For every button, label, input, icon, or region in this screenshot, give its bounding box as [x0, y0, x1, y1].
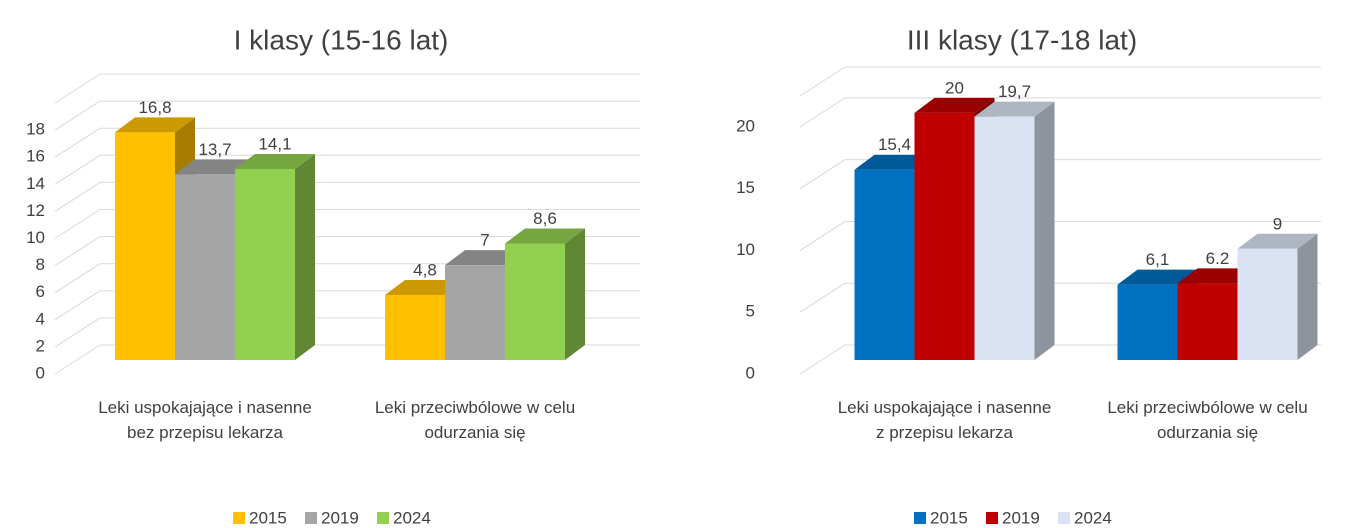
y-tick-label: 16	[26, 147, 45, 166]
bar	[505, 243, 565, 360]
y-tick-label: 20	[736, 116, 755, 135]
y-tick-label: 0	[36, 363, 45, 382]
y-tick-label: 10	[26, 228, 45, 247]
legend-label: 2024	[393, 508, 431, 527]
bar-top	[974, 101, 1055, 117]
grid-line	[54, 236, 101, 267]
data-label: 15,4	[878, 135, 911, 154]
data-label: 19,7	[998, 82, 1031, 101]
grid-line	[799, 221, 846, 251]
bar-top	[1117, 269, 1198, 285]
data-label: 13,7	[198, 140, 231, 159]
grid-line	[799, 159, 846, 190]
bar	[1177, 283, 1238, 360]
grid-line	[54, 344, 101, 375]
chart-title: III klasy (17-18 lat)	[907, 24, 1137, 55]
y-tick-label: 8	[36, 255, 45, 274]
bar	[385, 294, 445, 360]
y-tick-label: 10	[736, 240, 755, 259]
bar	[1117, 284, 1178, 360]
data-label: 4,8	[413, 260, 437, 279]
grid-line	[54, 100, 101, 131]
x-tick-label: Leki uspokajające i nasenne bez przepisu…	[98, 398, 312, 442]
x-tick-label: Leki przeciwbólowe w celu odurzania się	[374, 398, 576, 442]
bar-side	[295, 153, 315, 360]
data-label: 20	[945, 78, 964, 97]
chart-title: I klasy (15-16 lat)	[234, 24, 449, 55]
bar-side	[565, 228, 585, 360]
y-tick-label: 14	[26, 174, 45, 193]
bar	[974, 116, 1035, 361]
legend-label: 2015	[930, 508, 968, 527]
x-tick-label: Leki przeciwbólowe w celu odurzania się	[1107, 398, 1308, 442]
grid-line	[799, 282, 846, 313]
y-tick-label: 18	[26, 120, 45, 139]
y-tick-label: 5	[746, 302, 755, 321]
grid-line	[54, 290, 101, 321]
bar-top	[1237, 233, 1318, 249]
bar	[854, 169, 915, 360]
legend-label: 2019	[321, 508, 359, 527]
data-label: 9	[1273, 214, 1282, 233]
data-label: 6.2	[1206, 249, 1230, 268]
y-tick-label: 2	[36, 336, 45, 355]
y-tick-label: 15	[736, 178, 755, 197]
legend-swatch	[233, 512, 245, 524]
legend-swatch	[377, 512, 389, 524]
bar-top	[914, 97, 995, 113]
grid-line	[54, 209, 101, 239]
y-tick-label: 6	[36, 282, 45, 301]
bar	[914, 112, 975, 360]
grid-line	[799, 344, 846, 375]
grid-line	[54, 154, 101, 185]
bar-side	[1034, 101, 1055, 361]
grid-line	[54, 127, 101, 158]
bar	[235, 168, 295, 360]
data-label: 14,1	[258, 134, 291, 153]
legend-label: 2019	[1002, 508, 1040, 527]
grid-line	[54, 181, 101, 212]
legend-swatch	[986, 512, 998, 524]
y-tick-label: 12	[26, 201, 45, 220]
legend-swatch	[914, 512, 926, 524]
legend-label: 2015	[249, 508, 287, 527]
bar-top	[505, 228, 585, 244]
grid-line	[54, 263, 101, 294]
bar-top	[115, 117, 195, 133]
bar-side	[1297, 233, 1318, 360]
data-label: 16,8	[138, 98, 171, 117]
data-label: 7	[480, 231, 489, 250]
bar	[445, 265, 505, 360]
bar-top	[235, 153, 315, 169]
data-label: 8,6	[533, 209, 557, 228]
legend-swatch	[305, 512, 317, 524]
data-label: 6,1	[1146, 250, 1170, 269]
legend-label: 2024	[1074, 508, 1112, 527]
grid-line	[799, 97, 846, 128]
bar	[1237, 248, 1298, 360]
y-tick-label: 0	[746, 363, 755, 382]
bar	[175, 174, 235, 360]
legend-swatch	[1058, 512, 1070, 524]
bar	[115, 132, 175, 360]
grid-line	[54, 73, 101, 104]
y-tick-label: 4	[36, 309, 45, 328]
grid-line	[799, 66, 846, 97]
x-tick-label: Leki uspokajające i nasenne z przepisu l…	[837, 398, 1052, 442]
grid-line	[54, 317, 101, 348]
